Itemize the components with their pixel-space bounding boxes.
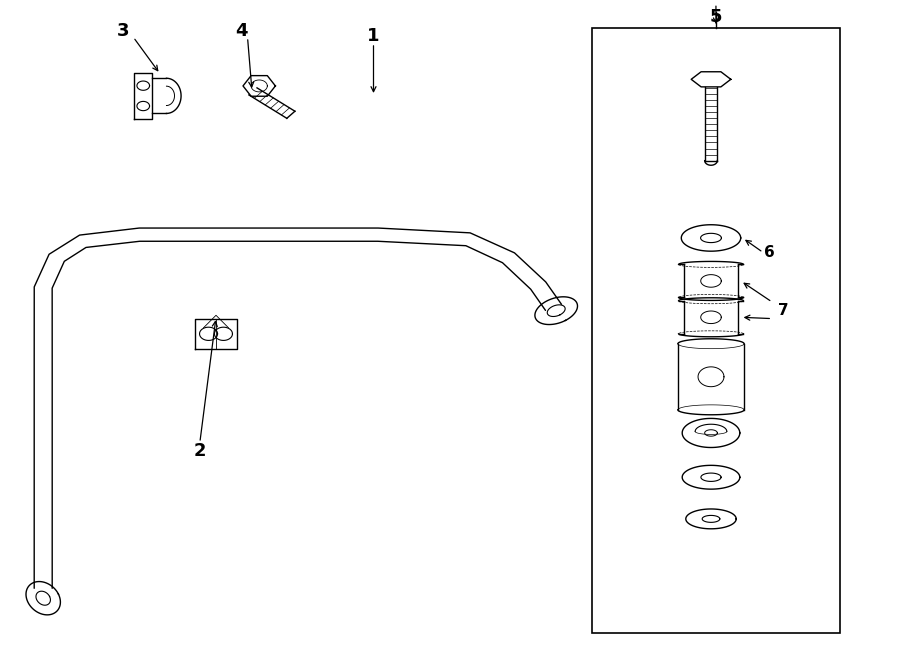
Text: 4: 4	[235, 22, 248, 40]
Text: 6: 6	[764, 245, 775, 260]
Bar	[592, 28, 840, 633]
Text: 5: 5	[709, 7, 722, 26]
Text: 1: 1	[367, 27, 380, 46]
Text: 3: 3	[117, 22, 130, 40]
Text: 7: 7	[778, 303, 788, 318]
Text: 2: 2	[194, 442, 206, 460]
